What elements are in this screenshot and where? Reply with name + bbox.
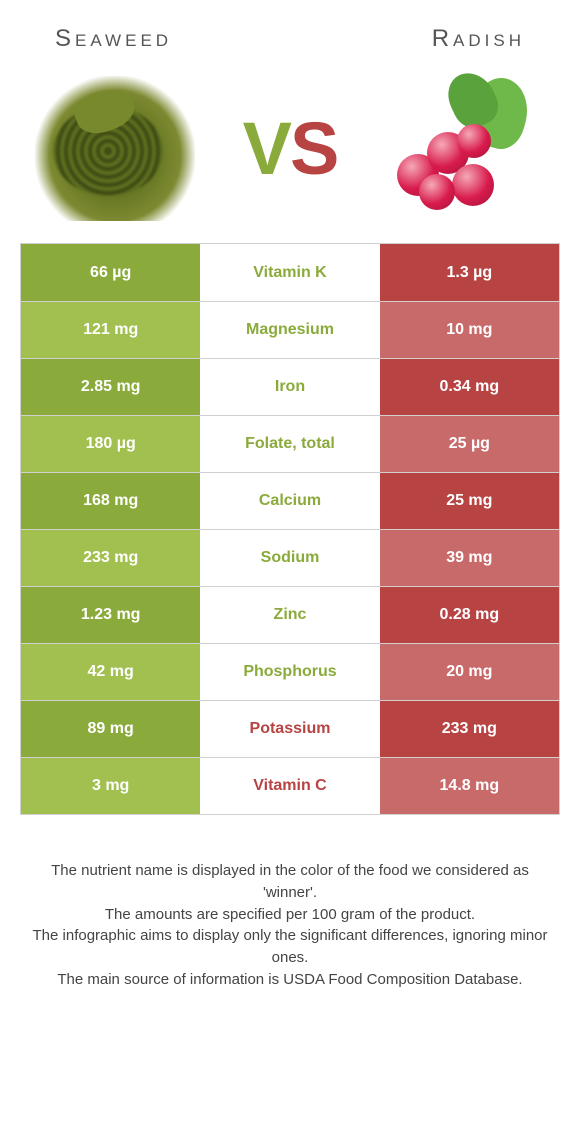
table-row: 1.23 mgZinc0.28 mg: [21, 586, 559, 643]
table-row: 89 mgPotassium233 mg: [21, 700, 559, 757]
table-row: 3 mgVitamin C14.8 mg: [21, 757, 559, 814]
title-left: Seaweed: [55, 25, 172, 53]
seaweed-value: 233 mg: [21, 530, 200, 586]
radish-value: 1.3 µg: [380, 244, 559, 301]
nutrient-label: Vitamin C: [200, 758, 379, 814]
seaweed-value: 2.85 mg: [21, 359, 200, 415]
footnote-line: The nutrient name is displayed in the co…: [30, 860, 550, 904]
nutrient-label: Potassium: [200, 701, 379, 757]
table-row: 180 µgFolate, total25 µg: [21, 415, 559, 472]
radish-value: 25 µg: [380, 416, 559, 472]
footnote-line: The amounts are specified per 100 gram o…: [30, 904, 550, 926]
radish-value: 0.34 mg: [380, 359, 559, 415]
footnotes: The nutrient name is displayed in the co…: [0, 815, 580, 991]
nutrient-label: Folate, total: [200, 416, 379, 472]
table-row: 2.85 mgIron0.34 mg: [21, 358, 559, 415]
footnote-line: The main source of information is USDA F…: [30, 969, 550, 991]
header: Seaweed Radish: [0, 0, 580, 68]
seaweed-value: 180 µg: [21, 416, 200, 472]
seaweed-value: 121 mg: [21, 302, 200, 358]
radish-value: 10 mg: [380, 302, 559, 358]
vs-v: V: [243, 107, 290, 190]
radish-value: 14.8 mg: [380, 758, 559, 814]
nutrient-label: Zinc: [200, 587, 379, 643]
seaweed-value: 1.23 mg: [21, 587, 200, 643]
vs-s: S: [290, 107, 337, 190]
table-row: 168 mgCalcium25 mg: [21, 472, 559, 529]
seaweed-image: [35, 76, 195, 221]
radish-value: 233 mg: [380, 701, 559, 757]
table-row: 42 mgPhosphorus20 mg: [21, 643, 559, 700]
nutrient-label: Magnesium: [200, 302, 379, 358]
table-row: 233 mgSodium39 mg: [21, 529, 559, 586]
footnote-line: The infographic aims to display only the…: [30, 925, 550, 969]
seaweed-value: 168 mg: [21, 473, 200, 529]
nutrient-table: 66 µgVitamin K1.3 µg121 mgMagnesium10 mg…: [20, 243, 560, 815]
nutrient-label: Phosphorus: [200, 644, 379, 700]
nutrient-label: Iron: [200, 359, 379, 415]
table-row: 66 µgVitamin K1.3 µg: [21, 244, 559, 301]
table-row: 121 mgMagnesium10 mg: [21, 301, 559, 358]
seaweed-value: 3 mg: [21, 758, 200, 814]
radish-value: 0.28 mg: [380, 587, 559, 643]
images-row: VS: [0, 68, 580, 243]
nutrient-label: Vitamin K: [200, 244, 379, 301]
radish-value: 20 mg: [380, 644, 559, 700]
radish-value: 39 mg: [380, 530, 559, 586]
radish-value: 25 mg: [380, 473, 559, 529]
seaweed-value: 89 mg: [21, 701, 200, 757]
radish-image: [385, 76, 545, 221]
title-right: Radish: [432, 25, 525, 53]
seaweed-value: 42 mg: [21, 644, 200, 700]
seaweed-value: 66 µg: [21, 244, 200, 301]
nutrient-label: Sodium: [200, 530, 379, 586]
nutrient-label: Calcium: [200, 473, 379, 529]
vs-text: VS: [243, 106, 338, 191]
